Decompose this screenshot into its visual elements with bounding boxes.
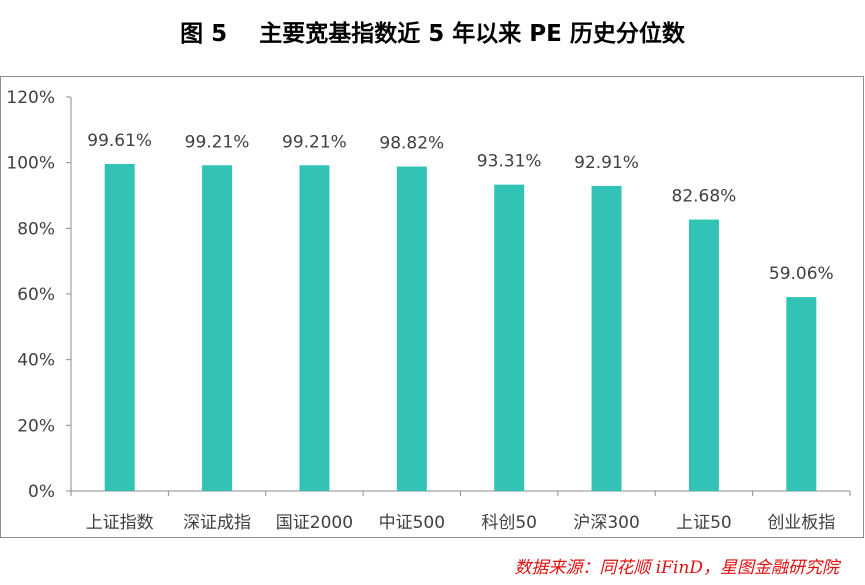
x-tick-label: 科创50 [481,513,537,533]
x-tick-label: 国证2000 [276,513,353,533]
y-tick-label: 40% [17,351,55,371]
data-label: 92.91% [574,153,639,173]
bar [494,184,525,491]
y-tick-label: 60% [17,285,55,305]
x-tick-label: 创业板指 [767,513,835,533]
data-label: 99.21% [185,132,250,152]
y-tick-label: 100% [6,154,55,174]
data-label: 59.06% [769,264,834,284]
y-tick-label: 20% [17,416,55,436]
data-label: 99.61% [87,131,152,151]
x-tick-label: 沪深300 [573,513,639,533]
chart-frame [0,76,864,538]
x-tick-label: 深证成指 [183,513,251,533]
bar [396,166,427,491]
data-label: 99.21% [282,132,347,152]
bar [786,297,817,491]
bar [688,219,719,491]
x-tick-label: 上证指数 [86,513,154,533]
x-tick-label: 中证500 [379,513,445,533]
chart-title: 图 5 主要宽基指数近 5 年以来 PE 历史分位数 [180,21,685,47]
data-label: 98.82% [379,134,444,154]
x-tick-label: 上证50 [676,513,732,533]
bar [299,165,330,491]
y-tick-label: 0% [28,482,55,502]
bar [202,165,233,491]
source-note: 数据来源：同花顺 iFinD，星图金融研究院 [514,558,839,578]
bar [104,163,135,491]
y-tick-label: 80% [17,219,55,239]
data-label: 93.31% [477,152,542,172]
bar [591,185,622,491]
data-label: 82.68% [672,187,737,207]
y-tick-label: 120% [6,88,55,108]
